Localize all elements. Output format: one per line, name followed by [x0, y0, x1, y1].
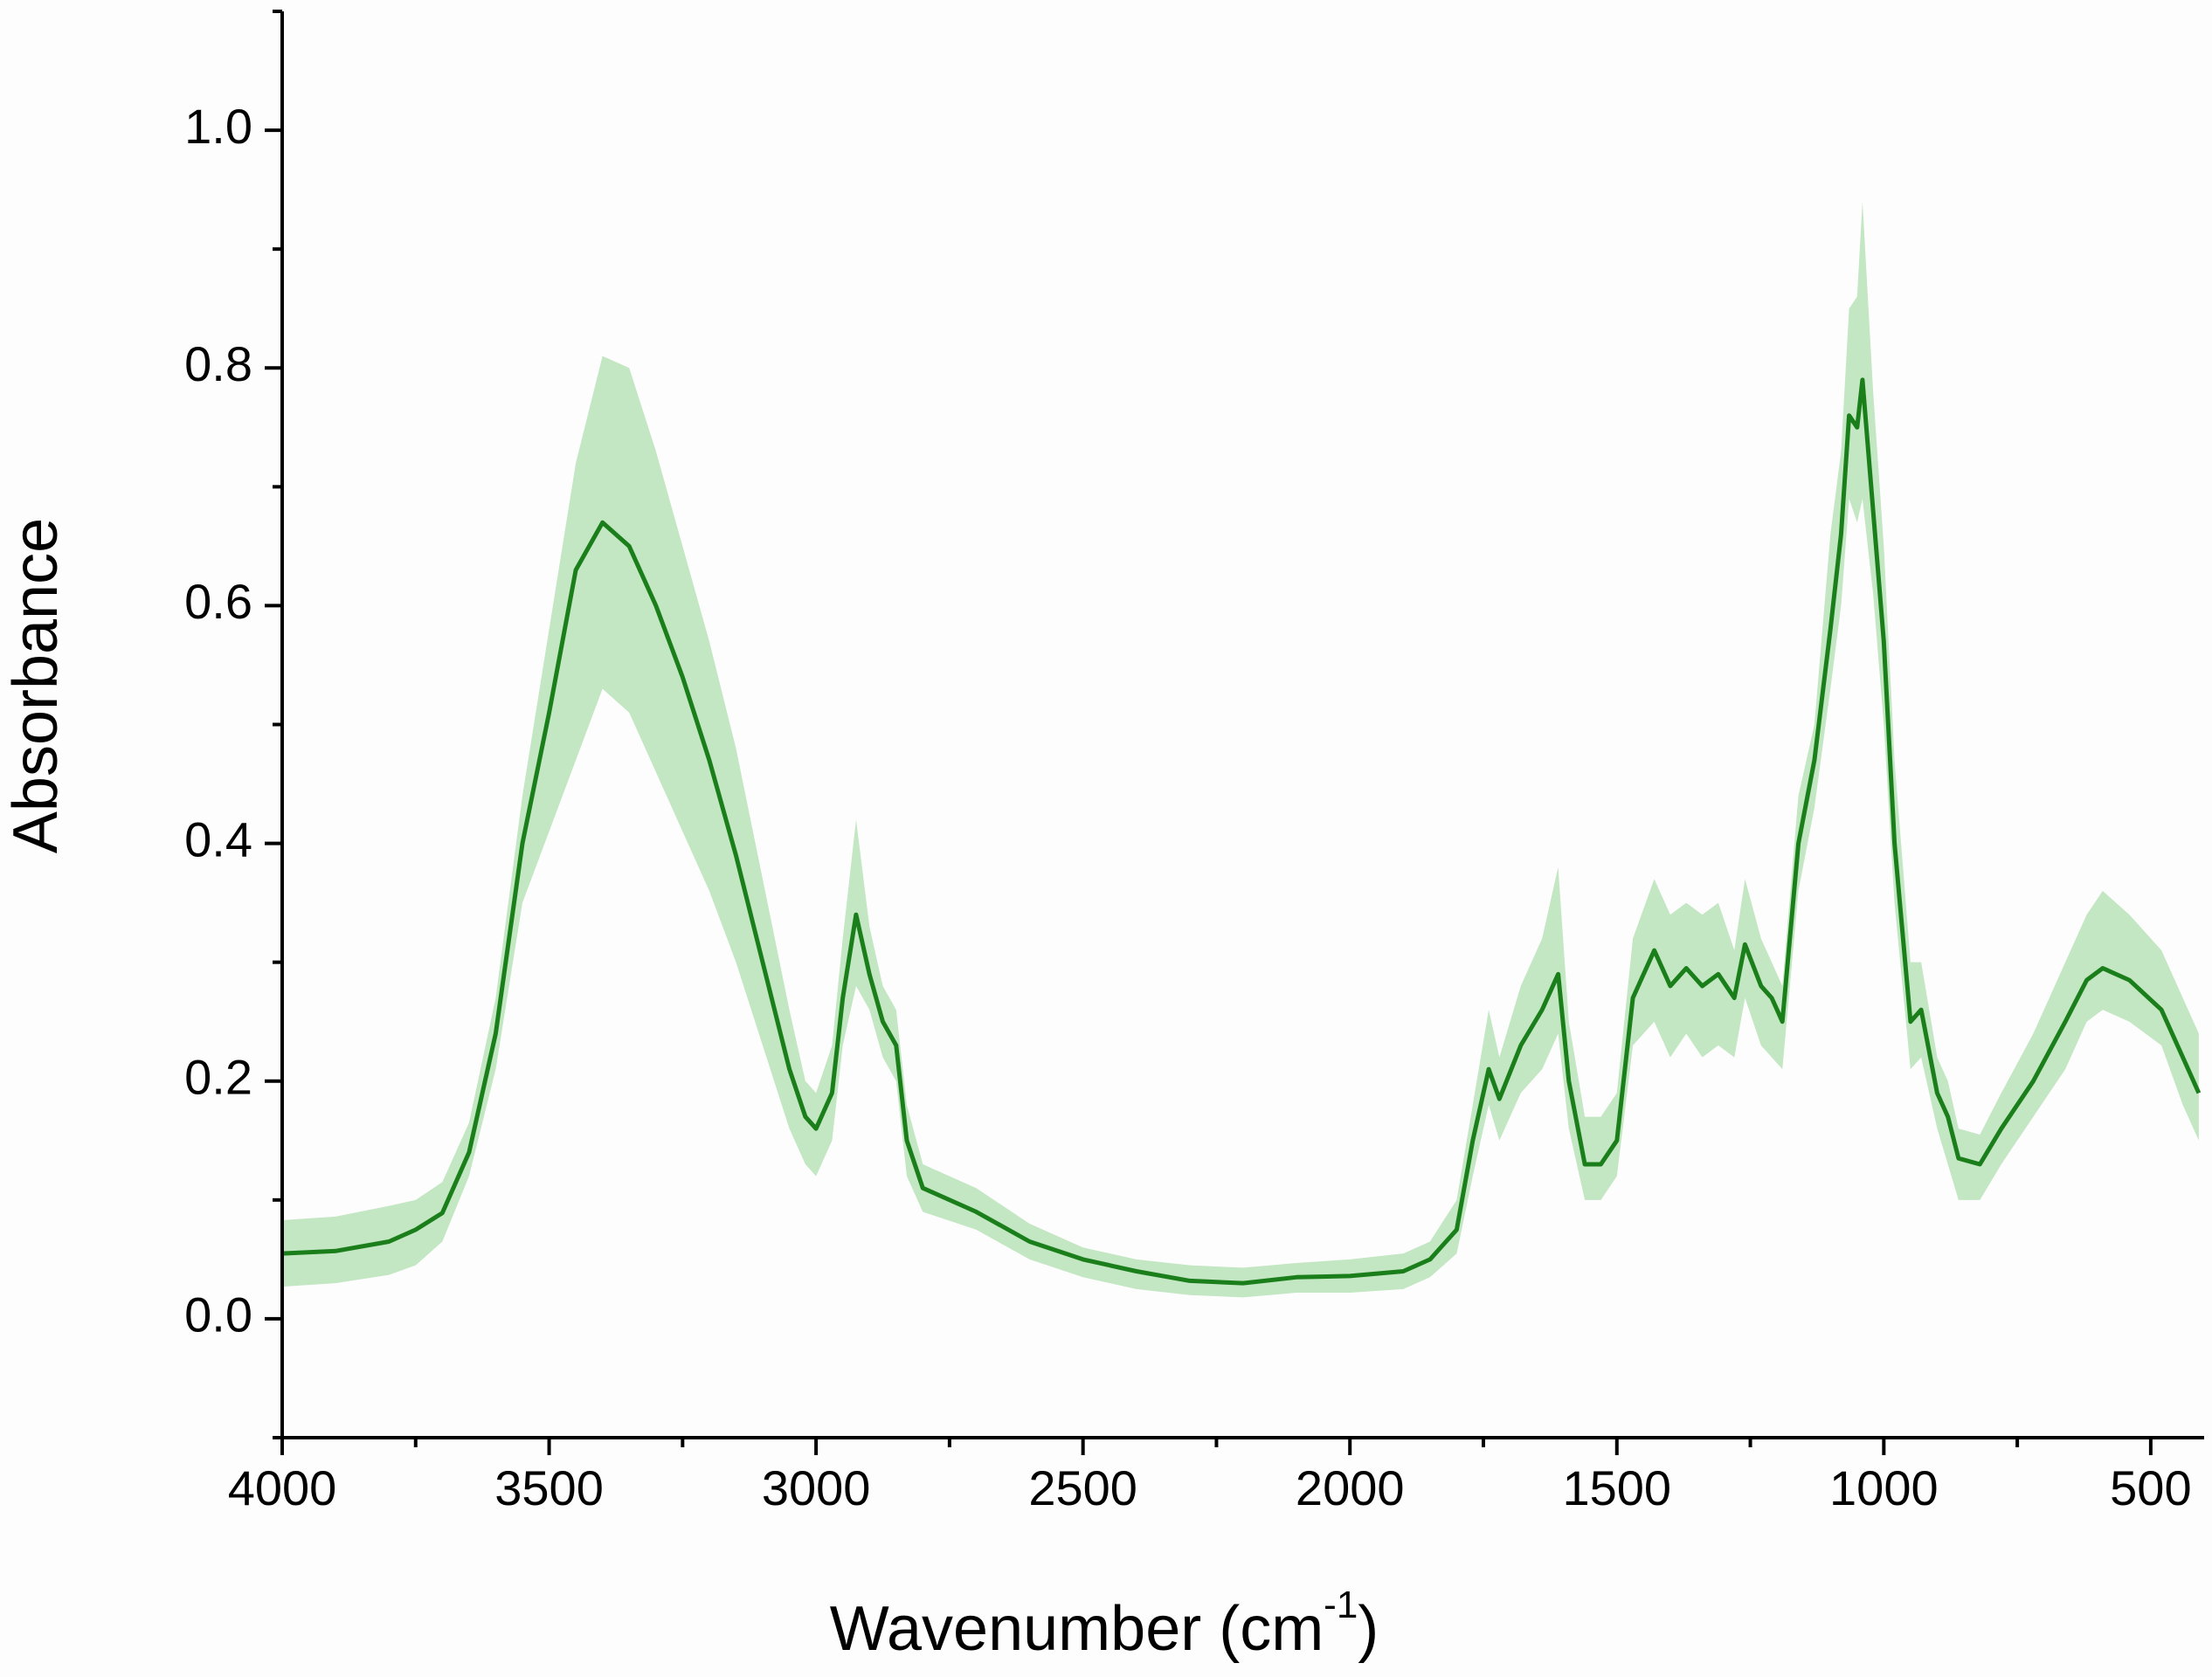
x-axis-label: Wavenumber (cm-1) [830, 1584, 1379, 1664]
x-axis-label-superscript: -1 [1324, 1584, 1358, 1626]
data-line [281, 377, 2202, 1286]
y-tick-label: 0.4 [184, 811, 252, 866]
x-tick-label: 1000 [1829, 1460, 1939, 1515]
y-tick-label: 0.2 [184, 1050, 252, 1105]
x-tick-label: 2000 [1296, 1460, 1405, 1515]
y-tick-label: 0.8 [184, 336, 252, 391]
y-tick-label: 0.6 [184, 574, 252, 629]
x-tick-label: 3000 [762, 1460, 871, 1515]
x-tick-label: 4000 [228, 1460, 337, 1515]
y-tick-label: 0.0 [184, 1287, 252, 1342]
x-axis-label-suffix: ) [1358, 1594, 1379, 1664]
y-tick-label: 1.0 [184, 99, 252, 154]
error-band [282, 201, 2199, 1298]
x-tick-label: 1500 [1562, 1460, 1671, 1515]
y-axis-label: Absorbance [1, 518, 71, 853]
x-axis-label-text: Wavenumber (cm [830, 1594, 1324, 1664]
x-tick-label: 2500 [1028, 1460, 1137, 1515]
x-tick-label: 3500 [494, 1460, 604, 1515]
x-tick-label: 500 [2110, 1460, 2191, 1515]
